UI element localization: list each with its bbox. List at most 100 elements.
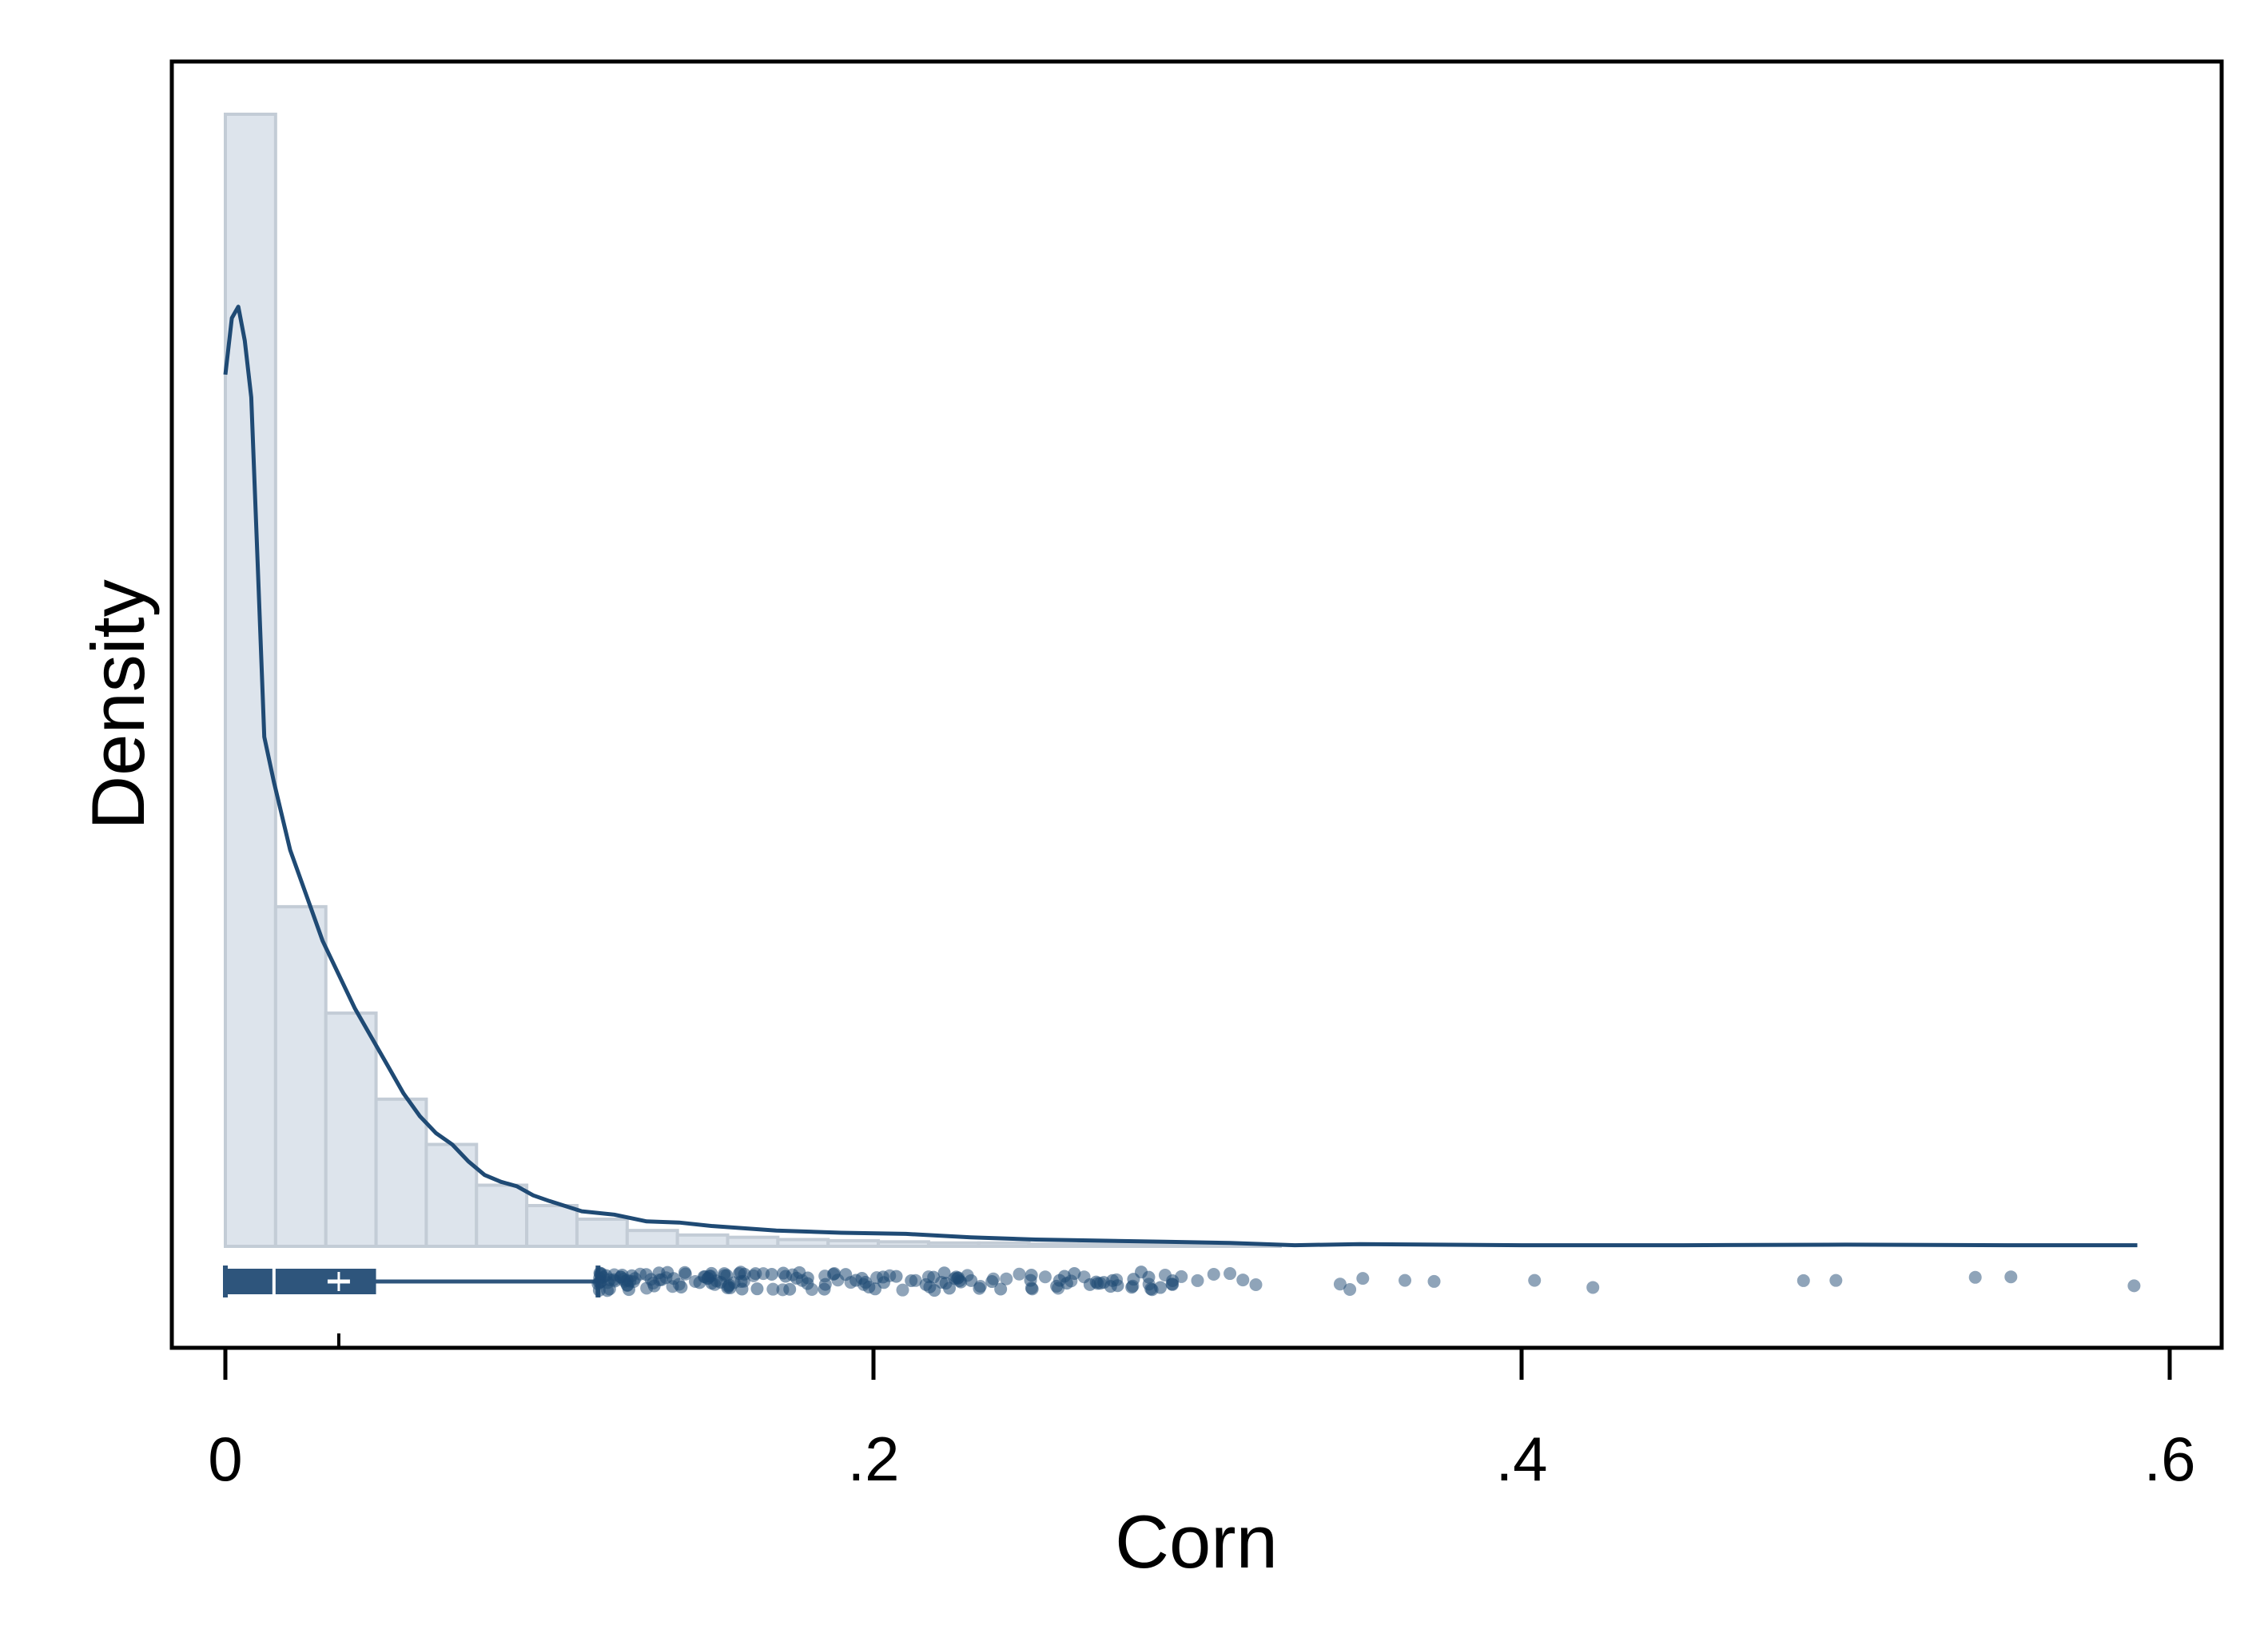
density-curve <box>223 304 2138 1248</box>
x-tick-label: .2 <box>847 1424 899 1494</box>
outlier-point <box>617 1273 631 1286</box>
outlier-point <box>733 1267 746 1281</box>
outlier-point <box>1191 1274 1204 1287</box>
outlier-point <box>1091 1277 1104 1290</box>
x-tick-label: .6 <box>2143 1424 2195 1494</box>
outlier-point <box>678 1266 691 1279</box>
histogram-bar <box>977 1241 1031 1249</box>
outlier-point <box>1038 1270 1052 1284</box>
outlier-point <box>790 1271 803 1285</box>
outlier-point <box>1249 1277 1263 1291</box>
outlier-point <box>896 1283 909 1297</box>
outlier-point <box>1144 1282 1158 1296</box>
outlier-point <box>928 1284 941 1297</box>
outlier-point <box>939 1277 953 1290</box>
outlier-point <box>593 1275 607 1289</box>
outlier-point <box>1207 1267 1220 1281</box>
outlier-point <box>1142 1270 1156 1284</box>
outlier-point <box>1333 1277 1347 1291</box>
x-tick-label: .4 <box>1495 1424 1547 1494</box>
histogram-bar <box>1077 1242 1132 1249</box>
outlier-point <box>667 1272 681 1285</box>
outlier-point <box>1528 1274 1542 1287</box>
outlier-point <box>889 1270 903 1283</box>
x-axis-title: Corn <box>1115 1500 1278 1583</box>
outlier-point <box>1024 1274 1037 1287</box>
histogram-bar <box>625 1229 679 1248</box>
outlier-point <box>973 1281 986 1295</box>
histogram-bar <box>224 113 277 1248</box>
outlier-point <box>1125 1281 1139 1294</box>
outlier-point <box>622 1283 635 1297</box>
x-axis: 0 .2 .4 .6 <box>208 1348 2196 1494</box>
histogram-bars <box>224 113 1282 1249</box>
outlier-point <box>1343 1283 1357 1297</box>
outlier-point <box>839 1268 853 1281</box>
histogram-bar <box>1027 1242 1081 1249</box>
outlier-point <box>779 1270 793 1283</box>
outlier-point <box>801 1277 814 1290</box>
histogram-bar <box>575 1217 629 1248</box>
outlier-point <box>718 1267 731 1281</box>
outlier-point <box>1796 1274 1810 1287</box>
outlier-point <box>1013 1267 1026 1281</box>
outlier-points <box>591 1266 2141 1297</box>
outlier-point <box>2004 1270 2018 1284</box>
histogram-bar <box>826 1238 881 1249</box>
outlier-point <box>1236 1274 1250 1287</box>
outlier-point <box>937 1266 951 1280</box>
outlier-point <box>1586 1281 1600 1294</box>
x-tick-label: 0 <box>208 1424 242 1494</box>
outlier-point <box>965 1274 978 1287</box>
histogram-bar <box>1128 1242 1182 1249</box>
outlier-point <box>1968 1270 1982 1284</box>
histogram-bar <box>525 1203 579 1249</box>
outlier-point <box>674 1280 688 1293</box>
outlier-point <box>994 1282 1008 1296</box>
outlier-point <box>750 1282 764 1296</box>
outlier-point <box>1106 1274 1120 1287</box>
outlier-point <box>783 1282 797 1296</box>
outlier-point <box>1399 1274 1412 1287</box>
outlier-point <box>818 1282 831 1296</box>
outlier-point <box>1166 1277 1180 1291</box>
box-plot <box>223 1266 601 1348</box>
histogram-bar <box>926 1241 981 1249</box>
outlier-point <box>927 1270 941 1284</box>
outlier-point <box>765 1268 778 1281</box>
outlier-point <box>905 1274 918 1288</box>
outlier-point <box>1356 1272 1370 1285</box>
outlier-point <box>1153 1281 1167 1294</box>
histogram-bar <box>273 904 328 1249</box>
outlier-point <box>985 1275 999 1289</box>
outlier-point <box>1000 1272 1013 1285</box>
plot-frame <box>169 59 2224 1350</box>
histogram-bar <box>374 1097 428 1249</box>
outlier-point <box>721 1281 734 1294</box>
outlier-point <box>735 1282 749 1296</box>
outlier-point <box>1052 1274 1066 1287</box>
outlier-point <box>876 1270 889 1284</box>
outlier-point <box>859 1275 873 1289</box>
outlier-point <box>1427 1274 1441 1288</box>
outlier-point <box>954 1275 968 1289</box>
histogram-bar <box>324 1011 378 1249</box>
outlier-point <box>701 1272 714 1285</box>
outlier-point <box>1224 1267 1237 1281</box>
outlier-point <box>749 1267 762 1281</box>
outlier-point <box>766 1282 780 1296</box>
interquartile-box <box>225 1269 376 1294</box>
kde-line <box>223 304 2138 1248</box>
outlier-point <box>1829 1274 1843 1287</box>
histogram-bar <box>877 1240 930 1249</box>
outlier-point <box>1068 1266 1081 1280</box>
outlier-point <box>2127 1279 2141 1293</box>
outlier-point <box>826 1267 840 1281</box>
y-axis-title: Density <box>76 579 160 829</box>
outlier-point <box>652 1266 666 1280</box>
plot-background <box>172 62 2222 1348</box>
histogram-bar <box>726 1235 780 1248</box>
histogram-bar <box>776 1238 830 1249</box>
histogram-bar <box>675 1233 730 1248</box>
